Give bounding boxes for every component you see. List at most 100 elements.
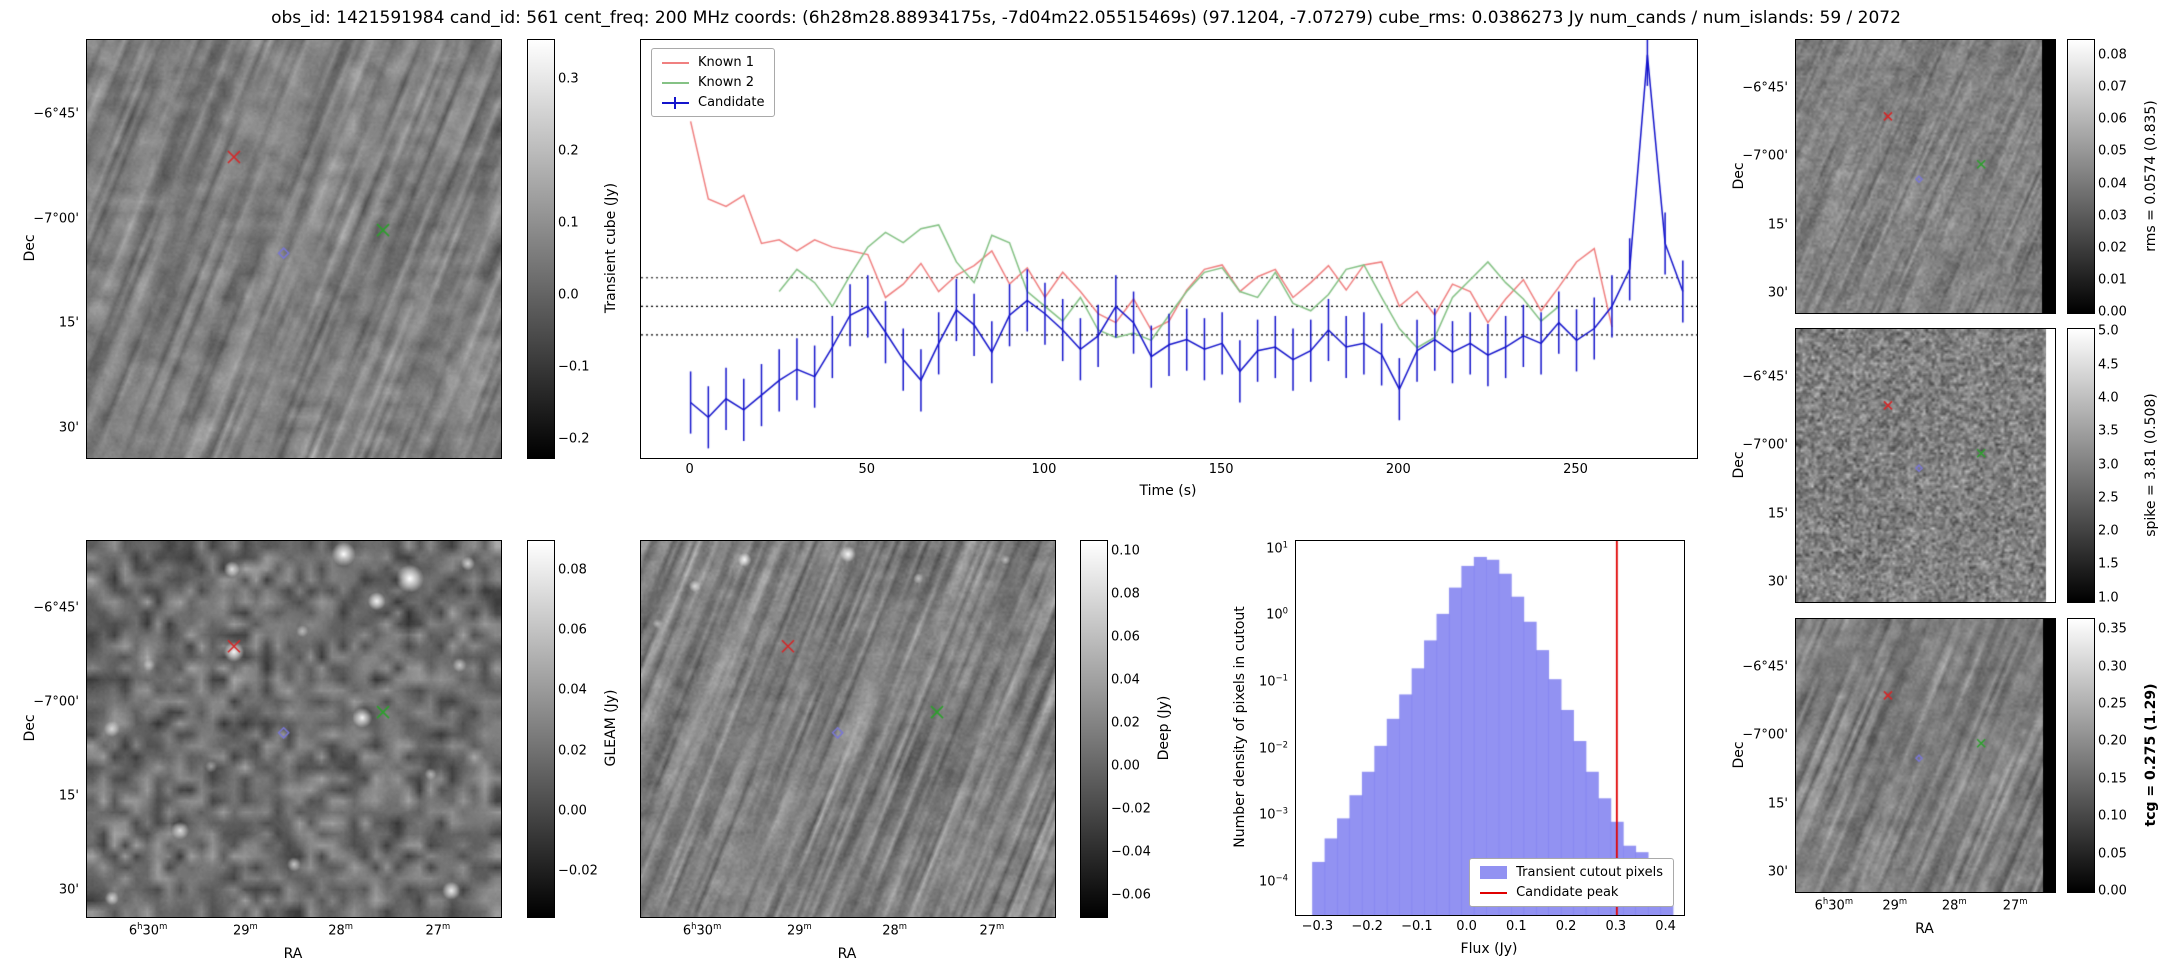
flux-tick-label: 0.4 — [1655, 919, 1676, 934]
colorbar-tick-label: −0.2 — [558, 431, 590, 447]
flux-tick-label: 0.0 — [1456, 919, 1477, 934]
dec-tick-label: 15' — [1767, 217, 1788, 233]
colorbar-tick-label: 5.0 — [2098, 323, 2119, 339]
lightcurve-xlabel: Time (s) — [1139, 483, 1197, 499]
flux-tick-label: 0.3 — [1605, 919, 1627, 934]
colorbar-deep — [1080, 540, 1108, 918]
colorbar-tick-label: 3.0 — [2098, 457, 2119, 472]
colorbar-tick-label: 0.04 — [1111, 672, 1140, 688]
colorbar-tick-label: −0.1 — [558, 359, 590, 375]
lightcurve-plot: Known 1 Known 2 Candidate — [640, 39, 1698, 459]
density-tick-label: 10−1 — [1259, 672, 1288, 690]
colorbar-spike-label: spike = 3.81 (0.508) — [2143, 392, 2159, 537]
colorbar-tick-label: 0.08 — [558, 562, 587, 578]
colorbar-tick-label: 3.5 — [2098, 423, 2119, 439]
ra-tick-label: 29m — [786, 921, 812, 939]
flux-histogram-canvas — [1296, 541, 1684, 915]
ra-tick-label: 27m — [425, 921, 451, 939]
dec-tick-label: 15' — [1767, 796, 1788, 812]
dec-tick-label: 15' — [58, 315, 79, 331]
dec-tick-label: −6°45' — [33, 600, 79, 616]
density-tick-label: 100 — [1266, 605, 1288, 623]
gleam-panel — [86, 540, 502, 918]
dec-axis-label: Dec — [1731, 161, 1747, 190]
dec-tick-label: −7°00' — [1742, 437, 1788, 453]
ra-tick-label: 29m — [1882, 896, 1908, 914]
dec-axis-label: Dec — [22, 714, 38, 742]
rms-map-panel — [1795, 39, 2056, 314]
flux-histogram-panel: Transient cutout pixels Candidate peak — [1295, 540, 1685, 916]
dec-tick-label: −7°00' — [1742, 148, 1788, 164]
colorbar-tick-label: 0.04 — [558, 682, 587, 698]
colorbar-tick-label: 0.00 — [2098, 304, 2127, 320]
ra-tick-label: 6h30m — [1814, 896, 1854, 914]
dec-tick-label: 30' — [1767, 864, 1788, 880]
colorbar-transient-label: Transient cube (Jy) — [603, 182, 619, 314]
dec-axis-label: Dec — [1731, 450, 1747, 479]
colorbar-gleam-label: GLEAM (Jy) — [603, 689, 619, 767]
rms-map-canvas — [1796, 40, 2055, 313]
colorbar-tick-label: 0.05 — [2098, 143, 2127, 159]
ra-tick-label: 28m — [1941, 896, 1967, 914]
figure-title: obs_id: 1421591984 cand_id: 561 cent_fre… — [271, 8, 1901, 28]
ra-axis-label: RA — [1915, 921, 1934, 937]
dec-axis-label: Dec — [1731, 740, 1747, 769]
histogram-ylabel: Number density of pixels in cutout — [1232, 606, 1248, 848]
colorbar-tick-label: 0.00 — [558, 803, 587, 819]
colorbar-tick-label: 0.08 — [2098, 47, 2127, 63]
colorbar-tick-label: −0.02 — [1111, 801, 1151, 817]
ra-tick-label: 27m — [2002, 896, 2028, 914]
colorbar-tick-label: 4.5 — [2098, 357, 2119, 373]
legend-candidate-label: Candidate — [698, 95, 765, 110]
known2-line-swatch — [662, 81, 689, 84]
legend-entry-cutout-pixels: Transient cutout pixels — [1480, 865, 1663, 880]
colorbar-tick-label: 0.04 — [2098, 176, 2127, 192]
flux-tick-label: −0.2 — [1351, 919, 1383, 934]
time-tick-label: 250 — [1563, 462, 1588, 477]
gleam-canvas — [87, 541, 501, 917]
transient-cube-panel — [86, 39, 502, 459]
tcg-map-panel — [1795, 618, 2056, 893]
colorbar-gleam — [527, 540, 555, 918]
colorbar-tick-label: 0.05 — [2098, 846, 2127, 862]
legend-entry-candidate: Candidate — [662, 95, 764, 110]
density-tick-label: 10−2 — [1259, 738, 1288, 757]
legend-known2-label: Known 2 — [698, 75, 754, 90]
legend-known1-label: Known 1 — [698, 55, 754, 70]
colorbar-tick-label: 0.25 — [2098, 696, 2127, 712]
colorbar-tick-label: 0.2 — [558, 143, 579, 159]
dec-tick-label: 30' — [58, 420, 79, 436]
colorbar-tick-label: 2.5 — [2098, 490, 2119, 506]
legend-entry-known2: Known 2 — [662, 75, 764, 90]
colorbar-tick-label: 0.00 — [2098, 883, 2127, 899]
legend-entry-known1: Known 1 — [662, 55, 764, 70]
colorbar-tick-label: 0.01 — [2098, 272, 2127, 288]
dec-axis-label: Dec — [22, 234, 38, 262]
colorbar-tick-label: 0.06 — [558, 622, 587, 638]
dec-tick-label: −6°45' — [1742, 659, 1788, 675]
colorbar-tick-label: 0.07 — [2098, 79, 2127, 95]
dec-tick-label: 15' — [58, 788, 79, 804]
legend-cutout-pixels-label: Transient cutout pixels — [1516, 865, 1663, 880]
colorbar-tick-label: 0.06 — [2098, 111, 2127, 127]
flux-tick-label: 0.2 — [1555, 919, 1577, 934]
dec-tick-label: 30' — [1767, 574, 1788, 590]
colorbar-tick-label: 0.30 — [2098, 659, 2127, 675]
flux-tick-label: −0.3 — [1301, 919, 1334, 934]
colorbar-tick-label: 0.3 — [558, 71, 579, 87]
colorbar-tick-label: 1.5 — [2098, 556, 2119, 572]
colorbar-tick-label: 0.02 — [2098, 240, 2127, 256]
time-tick-label: 100 — [1031, 462, 1057, 477]
flux-tick-label: 0.1 — [1506, 919, 1527, 934]
time-tick-label: 50 — [858, 462, 876, 477]
histogram-legend: Transient cutout pixels Candidate peak — [1469, 858, 1674, 907]
time-tick-label: 200 — [1385, 462, 1411, 477]
colorbar-spike — [2067, 328, 2095, 603]
colorbar-tick-label: 0.08 — [1111, 586, 1140, 602]
colorbar-tick-label: −0.06 — [1111, 887, 1151, 902]
colorbar-rms-label: rms = 0.0574 (0.835) — [2143, 99, 2159, 252]
flux-tick-label: −0.1 — [1401, 919, 1433, 934]
ra-tick-label: 29m — [232, 921, 258, 939]
legend-candidate-peak-label: Candidate peak — [1516, 885, 1619, 900]
